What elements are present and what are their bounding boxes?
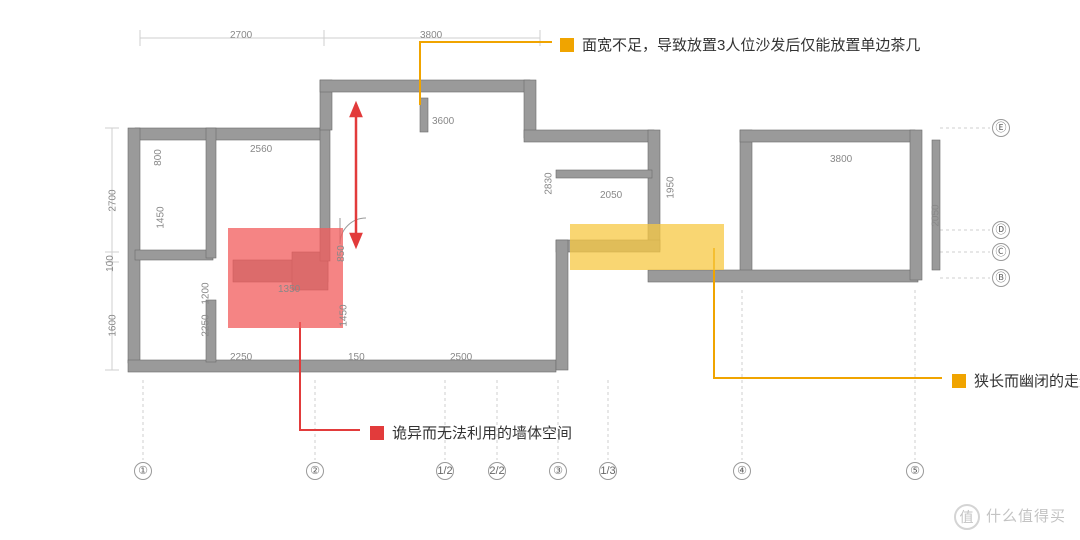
dimension-label: 1600 — [108, 314, 119, 336]
dimension-label: 150 — [348, 352, 365, 363]
grid-row-label: Ⓒ — [992, 243, 1010, 261]
dimension-label: 2250 — [230, 352, 252, 363]
dimension-label: 1200 — [201, 282, 212, 304]
dimension-label: 100 — [105, 255, 116, 272]
annotation-top-yellow-text: 面宽不足，导致放置3人位沙发后仅能放置单边茶几 — [582, 34, 920, 55]
dimension-label: 2500 — [450, 352, 472, 363]
dimension-label: 2050 — [931, 204, 942, 226]
annotation-right-yellow: 狭长而幽闭的走道 — [952, 370, 1080, 391]
dimension-label: 1950 — [666, 176, 677, 198]
watermark-text: 什么值得买 — [986, 508, 1066, 525]
leader-bottom-red — [300, 322, 360, 430]
watermark: 值什么值得买 — [954, 504, 1066, 530]
highlight-red — [228, 228, 343, 328]
grid-col-label: ② — [306, 462, 324, 480]
grid-row-label: Ⓑ — [992, 269, 1010, 287]
dimension-label: 1450 — [156, 206, 167, 228]
annotation-right-yellow-text: 狭长而幽闭的走道 — [974, 370, 1080, 391]
dimension-label: 800 — [153, 149, 164, 166]
dimension-label: 1450 — [339, 304, 350, 326]
dimension-label: 2560 — [250, 144, 272, 155]
grid-col-label: 1/2 — [436, 462, 454, 480]
annotation-bottom-red-text: 诡异而无法利用的墙体空间 — [392, 422, 572, 443]
grid-col-label: 2/2 — [488, 462, 506, 480]
highlight-yellow — [570, 224, 724, 270]
grid-col-label: ③ — [549, 462, 567, 480]
grid-row-label: Ⓔ — [992, 119, 1010, 137]
grid-col-label: 1/3 — [599, 462, 617, 480]
swatch-red-icon — [370, 426, 384, 440]
grid-col-label: ④ — [733, 462, 751, 480]
dimension-label: 3600 — [432, 116, 454, 127]
drawing-svg — [0, 0, 1080, 540]
grid-col-label: ① — [134, 462, 152, 480]
dimension-label: 2050 — [600, 190, 622, 201]
dimension-label: 2700 — [108, 189, 119, 211]
dimension-label: 2250 — [201, 314, 212, 336]
floorplan-stage: 2700 3800 2700 100 1600 2560 800 1450 1200 2250… — [0, 0, 1080, 540]
dimension-label: 3800 — [830, 154, 852, 165]
dimension-label: 3800 — [420, 30, 442, 41]
annotation-top-yellow: 面宽不足，导致放置3人位沙发后仅能放置单边茶几 — [560, 34, 920, 55]
dimension-label: 2830 — [544, 172, 555, 194]
watermark-icon: 值 — [954, 504, 980, 530]
dimension-label: 1350 — [278, 284, 300, 295]
swatch-yellow-icon — [952, 374, 966, 388]
swatch-yellow-icon — [560, 38, 574, 52]
dimension-label: 850 — [336, 245, 347, 262]
annotation-bottom-red: 诡异而无法利用的墙体空间 — [370, 422, 572, 443]
grid-col-label: ⑤ — [906, 462, 924, 480]
dimension-label: 2700 — [230, 30, 252, 41]
grid-row-label: Ⓓ — [992, 221, 1010, 239]
